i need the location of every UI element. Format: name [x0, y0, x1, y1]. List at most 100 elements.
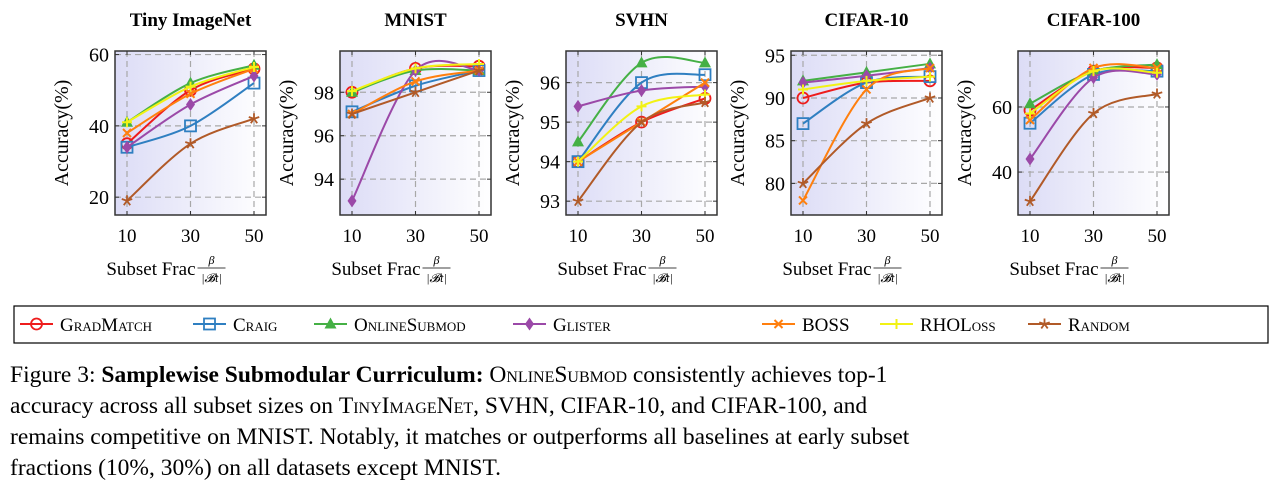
y-axis-label: Accuracy(%) [276, 80, 298, 187]
y-tick-label: 60 [992, 97, 1012, 119]
series-glister [573, 80, 710, 113]
x-tick-label: 30 [1084, 226, 1103, 247]
data-point-marker [798, 195, 808, 206]
x-tick-label: 10 [794, 226, 813, 247]
chart-title: SVHN [615, 10, 668, 31]
series-rholoss [347, 59, 484, 97]
data-point-marker [249, 62, 259, 73]
chart-mnist: 10 30 50 94 96 98 MNIST Accuracy(%) Subset Frac β… [276, 10, 492, 285]
caption-line-1: Figure 3: Samplewise Submodular Curricul… [10, 360, 1275, 391]
series-onlinesubmod [572, 56, 711, 147]
y-tick-label: 95 [540, 112, 560, 134]
series-rholoss [798, 71, 935, 95]
y-tick-label: 85 [765, 131, 785, 153]
chart-title: CIFAR-10 [824, 10, 908, 31]
data-point-marker [186, 97, 195, 111]
chart-svhn: 10 30 50 93 94 95 96 SVHN Accuracy(%) Subset Frac… [502, 10, 718, 285]
legend: GradMatch Craig OnlineSubmod Glister BOSS RHO… [13, 305, 1269, 344]
y-tick-label: 98 [314, 82, 334, 104]
legend-label: GradMatch [60, 315, 152, 336]
data-point-marker [1025, 152, 1035, 166]
x-tick-label: 50 [696, 226, 715, 247]
caption-text: , SVHN, CIFAR-10, and CIFAR-100, and [473, 393, 868, 419]
chart-cifar-10: 10 30 50 80 85 90 95 CIFAR-10 Accuracy(%) Subset … [727, 10, 943, 285]
x-tick-label: 30 [632, 226, 651, 247]
plot-frame [790, 50, 943, 216]
data-point-marker [1025, 115, 1035, 125]
y-axis-label: Accuracy(%) [502, 80, 524, 187]
legend-item-rholoss: RHOLoss [880, 315, 996, 336]
y-tick-label: 40 [992, 162, 1012, 184]
series-line [577, 72, 706, 163]
legend-item-random: Random [1028, 315, 1130, 336]
x-axis-label-fraction-denominator: |𝓑t| [201, 271, 222, 285]
x-tick-label: 30 [181, 226, 200, 247]
series-random [572, 96, 711, 207]
data-point-marker [797, 177, 809, 189]
legend-marker [525, 317, 534, 331]
legend-marker [1038, 318, 1051, 329]
caption-line-2: accuracy across all subset sizes on Tiny… [10, 391, 1275, 422]
data-point-marker [1088, 66, 1099, 77]
caption-label: Figure 3: [10, 362, 102, 388]
legend-item-craig: Craig [193, 315, 277, 336]
data-point-marker [1087, 107, 1100, 119]
y-tick-label: 20 [89, 187, 109, 209]
legend-marker [203, 317, 216, 331]
data-point-marker [410, 63, 421, 74]
legend-label: RHOLoss [920, 315, 996, 336]
data-point-marker [1151, 58, 1163, 70]
data-point-marker [122, 140, 132, 154]
caption-line-3: remains competitive on MNIST. Notably, i… [10, 424, 910, 450]
legend-marker [891, 319, 902, 329]
data-point-marker [1089, 71, 1098, 85]
x-axis-label-fraction-numerator: β [433, 253, 440, 267]
x-axis-label: Subset Frac [1009, 259, 1098, 280]
data-point-marker [248, 113, 260, 124]
x-axis-label: Subset Frac [331, 259, 420, 280]
x-tick-label: 10 [1021, 226, 1040, 247]
data-point-marker [572, 195, 584, 207]
y-axis-label: Accuracy(%) [727, 80, 749, 187]
data-point-marker [924, 92, 936, 103]
y-axis-label: Accuracy(%) [51, 80, 73, 187]
x-axis-label-fraction-denominator: |𝓑t| [426, 271, 447, 285]
y-tick-label: 96 [314, 126, 334, 148]
x-axis-label-fraction-denominator: |𝓑t| [1104, 271, 1125, 285]
chart-title: MNIST [384, 10, 447, 31]
plot-frame [565, 50, 718, 216]
x-tick-label: 30 [406, 226, 425, 247]
x-tick-label: 10 [118, 226, 137, 247]
plot-frame [339, 50, 492, 216]
y-tick-label: 60 [89, 45, 109, 67]
caption-text: accuracy across all subset sizes on [10, 393, 339, 419]
y-tick-label: 80 [765, 173, 785, 195]
caption-dataset: TinyImageNet [338, 393, 474, 419]
y-tick-label: 95 [765, 45, 785, 67]
series-line [126, 82, 255, 149]
chart-title: CIFAR-100 [1047, 10, 1141, 31]
data-point-marker [573, 156, 583, 167]
x-tick-label: 50 [1148, 226, 1167, 247]
data-point-marker [925, 63, 935, 73]
legend-item-onlinesubmod: OnlineSubmod [314, 315, 466, 336]
legend-item-boss: BOSS [762, 315, 850, 336]
legend-label: OnlineSubmod [354, 315, 466, 336]
caption-text: consistently achieves top-1 [627, 362, 888, 388]
series-random [346, 65, 485, 119]
data-point-marker [249, 69, 259, 83]
data-point-marker [410, 76, 421, 87]
legend-marker [30, 317, 43, 331]
plot-frame [114, 50, 267, 216]
x-axis-label-fraction-denominator: |𝓑t| [877, 271, 898, 285]
series-random [1024, 88, 1163, 207]
y-tick-label: 40 [89, 116, 109, 138]
data-point-marker [184, 138, 197, 149]
data-point-marker [571, 155, 585, 169]
legend-label: BOSS [802, 315, 850, 336]
data-point-marker [798, 84, 808, 95]
legend-label: Craig [233, 315, 277, 336]
legend-marker [773, 319, 784, 329]
figure: 10 30 50 20 40 60 Tiny ImageNet Accuracy(%) Subs… [13, 10, 1269, 344]
y-tick-label: 96 [540, 73, 560, 95]
